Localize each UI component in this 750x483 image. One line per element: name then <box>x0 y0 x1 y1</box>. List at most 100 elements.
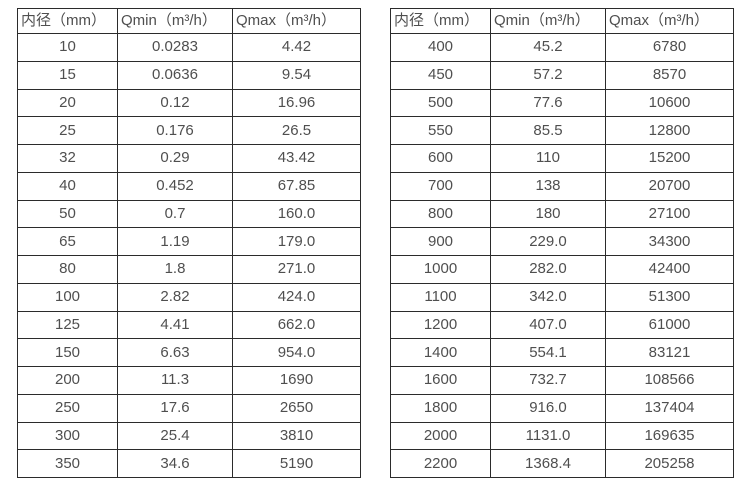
table-cell: 1.8 <box>117 255 233 284</box>
table-cell: 0.12 <box>117 88 233 118</box>
table-row: 400 45.2 6780 <box>390 33 734 62</box>
table-row: 15 0.0636 9.54 <box>17 60 361 90</box>
table-cell: 500 <box>390 88 491 118</box>
table-cell: 2.82 <box>117 282 233 312</box>
table-row: 25 0.176 26.5 <box>17 116 361 145</box>
table-cell: 400 <box>390 33 491 62</box>
table-cell: 271.0 <box>232 255 361 284</box>
table-cell: 700 <box>390 171 491 201</box>
table-cell: 12800 <box>605 116 734 145</box>
table-cell: 0.7 <box>117 199 233 229</box>
table-row: 32 0.29 43.42 <box>17 144 361 173</box>
table-cell: 180 <box>490 199 606 229</box>
table-cell: 108566 <box>605 366 734 395</box>
table-cell: 67.85 <box>232 171 361 201</box>
table-cell: 15200 <box>605 144 734 173</box>
table-cell: 732.7 <box>490 366 606 395</box>
table-cell: 1400 <box>390 338 491 367</box>
table-cell: 250 <box>17 393 118 423</box>
table-cell: 20700 <box>605 171 734 201</box>
table-cell: 83121 <box>605 338 734 367</box>
table-cell: 100 <box>17 282 118 312</box>
table-cell: 342.0 <box>490 282 606 312</box>
table-cell: 15 <box>17 60 118 90</box>
table-cell: 900 <box>390 227 491 256</box>
table-cell: 160.0 <box>232 199 361 229</box>
table-cell: 0.176 <box>117 116 233 145</box>
table-cell: 138 <box>490 171 606 201</box>
table-row: 700 138 20700 <box>390 171 734 201</box>
table-cell: 20 <box>17 88 118 118</box>
table-cell: 137404 <box>605 393 734 423</box>
table-cell: 8570 <box>605 60 734 90</box>
table-body-large-diameters: 400 45.2 6780 450 57.2 8570 500 77.6 10600 550 85.… <box>390 33 734 478</box>
table-row: 125 4.41 662.0 <box>17 310 361 340</box>
table-cell: 3810 <box>232 421 361 451</box>
col-header-qmax: Qmax（m³/h） <box>232 8 361 34</box>
table-cell: 9.54 <box>232 60 361 90</box>
table-cell: 1200 <box>390 310 491 340</box>
table-row: 1600 732.7 108566 <box>390 366 734 395</box>
table-cell: 0.452 <box>117 171 233 201</box>
table-row: 80 1.8 271.0 <box>17 255 361 284</box>
table-cell: 300 <box>17 421 118 451</box>
table-cell: 27100 <box>605 199 734 229</box>
table-cell: 662.0 <box>232 310 361 340</box>
table-row: 550 85.5 12800 <box>390 116 734 145</box>
table-cell: 150 <box>17 338 118 367</box>
table-cell: 6.63 <box>117 338 233 367</box>
table-cell: 10600 <box>605 88 734 118</box>
table-cell: 1368.4 <box>490 449 606 478</box>
table-cell: 0.0636 <box>117 60 233 90</box>
table-cell: 179.0 <box>232 227 361 256</box>
table-cell: 1000 <box>390 255 491 284</box>
table-cell: 34.6 <box>117 449 233 478</box>
flow-spec-table-large-diameters: 内径（mm） Qmin（m³/h） Qmax（m³/h） 400 45.2 6780… <box>390 8 734 478</box>
table-row: 100 2.82 424.0 <box>17 282 361 312</box>
table-cell: 407.0 <box>490 310 606 340</box>
table-cell: 57.2 <box>490 60 606 90</box>
table-cell: 77.6 <box>490 88 606 118</box>
table-cell: 10 <box>17 33 118 62</box>
table-row: 1100 342.0 51300 <box>390 282 734 312</box>
col-header-qmin: Qmin（m³/h） <box>117 8 233 34</box>
table-cell: 25.4 <box>117 421 233 451</box>
table-row: 500 77.6 10600 <box>390 88 734 118</box>
table-cell: 40 <box>17 171 118 201</box>
table-cell: 2650 <box>232 393 361 423</box>
table-row: 450 57.2 8570 <box>390 60 734 90</box>
table-cell: 200 <box>17 366 118 395</box>
table-cell: 5190 <box>232 449 361 478</box>
header-row: 内径（mm） Qmin（m³/h） Qmax（m³/h） <box>17 8 361 34</box>
table-cell: 32 <box>17 144 118 173</box>
table-row: 800 180 27100 <box>390 199 734 229</box>
table-cell: 4.42 <box>232 33 361 62</box>
table-cell: 1800 <box>390 393 491 423</box>
table-cell: 11.3 <box>117 366 233 395</box>
header-row: 内径（mm） Qmin（m³/h） Qmax（m³/h） <box>390 8 734 34</box>
table-cell: 1690 <box>232 366 361 395</box>
table-cell: 6780 <box>605 33 734 62</box>
col-header-qmax: Qmax（m³/h） <box>605 8 734 34</box>
table-cell: 282.0 <box>490 255 606 284</box>
table-cell: 554.1 <box>490 338 606 367</box>
table-cell: 50 <box>17 199 118 229</box>
table-row: 300 25.4 3810 <box>17 421 361 451</box>
table-cell: 17.6 <box>117 393 233 423</box>
table-cell: 229.0 <box>490 227 606 256</box>
table-body-small-diameters: 10 0.0283 4.42 15 0.0636 9.54 20 0.12 16.96 25 0.1… <box>17 33 361 478</box>
table-cell: 424.0 <box>232 282 361 312</box>
col-header-inner-diameter: 内径（mm） <box>17 8 118 34</box>
col-header-inner-diameter: 内径（mm） <box>390 8 491 34</box>
table-cell: 45.2 <box>490 33 606 62</box>
table-cell: 2000 <box>390 421 491 451</box>
table-row: 1000 282.0 42400 <box>390 255 734 284</box>
table-cell: 600 <box>390 144 491 173</box>
table-cell: 916.0 <box>490 393 606 423</box>
table-cell: 1.19 <box>117 227 233 256</box>
table-cell: 110 <box>490 144 606 173</box>
table-cell: 34300 <box>605 227 734 256</box>
table-row: 65 1.19 179.0 <box>17 227 361 256</box>
table-cell: 25 <box>17 116 118 145</box>
